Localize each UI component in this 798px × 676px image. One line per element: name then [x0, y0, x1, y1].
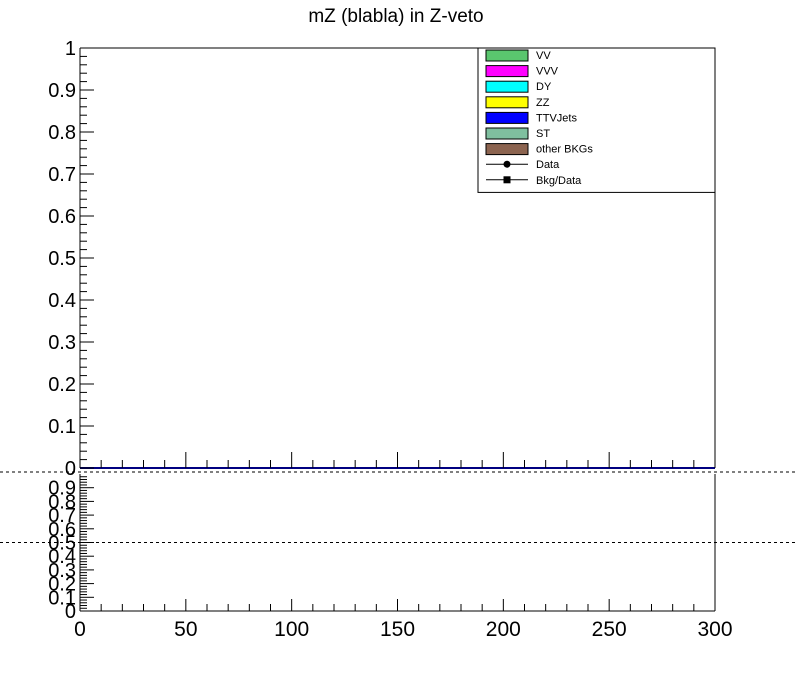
legend-label: Bkg/Data: [536, 175, 582, 187]
legend-label: ST: [536, 128, 550, 140]
ratio-y-tick-label: 0.4: [48, 546, 76, 568]
upper-y-tick-label: 0: [65, 458, 76, 480]
legend-marker-circle: [503, 160, 511, 168]
legend-swatch: [485, 127, 529, 140]
ratio-y-axis: 00.10.20.30.40.50.60.70.80.9: [48, 476, 94, 623]
legend-entry: TTVJets: [485, 111, 577, 124]
upper-y-tick-label: 0.4: [48, 290, 76, 312]
ratio-x-tick-label: 250: [592, 618, 627, 641]
ratio-x-axis: 0 50 100 150 200 250 300: [74, 599, 733, 641]
ratio-x-tick-label: 100: [274, 618, 309, 641]
legend-label: TTVJets: [536, 112, 577, 124]
upper-x-axis: [79, 452, 716, 468]
ratio-x-tick-label: 300: [697, 618, 732, 641]
ratio-y-tick-label: 0.8: [48, 491, 76, 513]
upper-y-tick-label: 0.2: [48, 374, 76, 396]
legend-entry: ST: [485, 127, 550, 140]
legend-swatch: [485, 65, 529, 78]
legend-swatch: [485, 96, 529, 109]
legend-label: VV: [536, 50, 551, 62]
legend-swatch: [485, 49, 529, 62]
upper-y-tick-label: 0.6: [48, 206, 76, 228]
upper-y-tick-label: 1: [65, 38, 76, 60]
legend-swatch: [485, 111, 529, 124]
ratio-y-tick-label: 0: [65, 601, 76, 623]
legend-marker-square: [503, 176, 511, 184]
upper-y-tick-label: 0.5: [48, 248, 76, 270]
legend-entry: ZZ: [485, 96, 550, 109]
ratio-y-tick-label: 0.5: [48, 533, 76, 555]
ratio-y-tick-label: 0.1: [48, 587, 76, 609]
chart-title: mZ (blabla) in Z-veto: [308, 6, 483, 27]
upper-y-tick-label: 0.8: [48, 122, 76, 144]
upper-y-tick-label: 0.1: [48, 416, 76, 438]
legend-entry: Data: [486, 159, 560, 171]
ratio-y-tick-label: 0.2: [48, 574, 76, 596]
ratio-x-tick-label: 0: [74, 618, 86, 641]
legend-swatch: [485, 80, 529, 93]
upper-y-axis: 0 0.1 0.2 0.3 0.4 0.5 0.6 0.7 0.8 0.9 1: [48, 38, 94, 480]
ratio-y-tick-label: 0.9: [48, 478, 76, 500]
ratio-y-tick-label: 0.7: [48, 505, 76, 527]
legend-label: DY: [536, 81, 552, 93]
legend-entry: Bkg/Data: [486, 175, 582, 187]
upper-y-tick-label: 0.9: [48, 80, 76, 102]
legend-swatch: [485, 143, 529, 156]
legend-entry: VVV: [485, 65, 559, 78]
ratio-y-tick-label: 0.6: [48, 519, 76, 541]
legend-label: Data: [536, 159, 560, 171]
ratio-x-tick-label: 50: [174, 618, 197, 641]
ratio-x-tick-label: 150: [380, 618, 415, 641]
legend-entry: other BKGs: [485, 143, 593, 156]
reference-lines: [0, 471, 798, 543]
upper-y-tick-label: 0.7: [48, 164, 76, 186]
legend-entry: VV: [485, 49, 551, 62]
legend-label: ZZ: [536, 97, 550, 109]
legend-label: other BKGs: [536, 144, 593, 156]
ratio-y-tick-label: 0.3: [48, 560, 76, 582]
ratio-x-tick-label: 200: [486, 618, 521, 641]
upper-y-tick-label: 0.3: [48, 332, 76, 354]
legend-entry: DY: [485, 80, 552, 93]
legend-label: VVV: [536, 66, 559, 78]
